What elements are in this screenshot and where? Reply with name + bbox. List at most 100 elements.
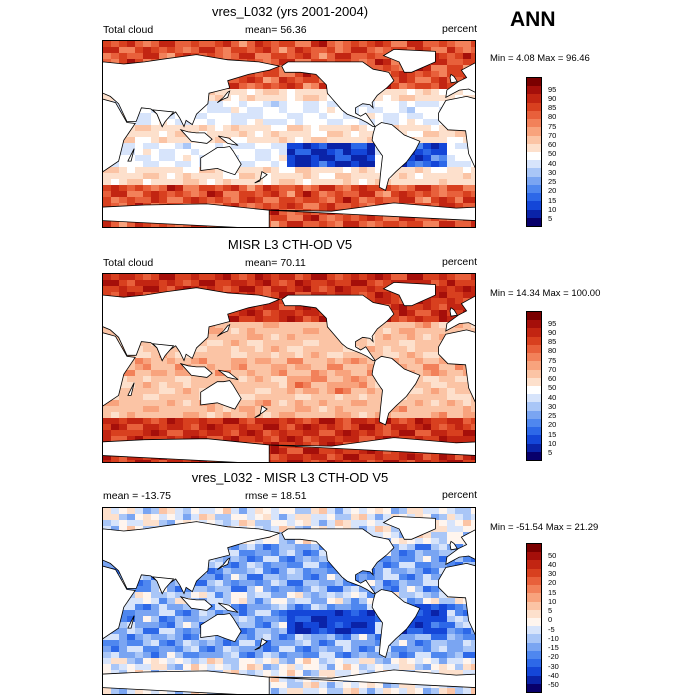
field-cell <box>367 59 376 66</box>
field-cell <box>191 167 200 174</box>
field-cell <box>391 334 400 341</box>
field-cell <box>175 610 184 617</box>
field-cell <box>471 520 475 527</box>
field-cell <box>231 382 240 389</box>
field-cell <box>223 520 232 527</box>
field-cell <box>327 280 336 287</box>
field-cell <box>287 424 296 431</box>
field-cell <box>255 310 264 317</box>
field-cell <box>127 376 136 383</box>
field-cell <box>455 280 464 287</box>
field-cell <box>215 47 224 54</box>
colorbar-box <box>527 127 541 136</box>
field-cell <box>239 424 248 431</box>
field-cell <box>383 101 392 108</box>
field-cell <box>391 688 400 694</box>
field-cell <box>319 376 328 383</box>
field-cell <box>263 191 272 198</box>
field-cell <box>279 514 288 521</box>
field-cell <box>471 185 475 192</box>
land-mask <box>103 515 475 694</box>
field-cell <box>255 119 264 126</box>
field-cell <box>303 304 312 311</box>
field-cell <box>223 346 232 353</box>
field-cell <box>319 107 328 114</box>
field-cell <box>111 646 120 653</box>
field-cell <box>455 197 464 204</box>
field-cell <box>471 292 475 299</box>
field-cell <box>271 197 280 204</box>
field-cell <box>335 286 344 293</box>
field-cell <box>455 406 464 413</box>
field-cell <box>247 119 256 126</box>
field-cell <box>223 574 232 581</box>
field-cell <box>439 562 448 569</box>
field-cell <box>431 646 440 653</box>
field-cell <box>263 352 272 359</box>
field-cell <box>287 544 296 551</box>
field-cell <box>255 328 264 335</box>
field-cell <box>191 634 200 641</box>
field-cell <box>295 95 304 102</box>
field-cell <box>375 191 384 198</box>
field-cell <box>343 155 352 162</box>
field-cell <box>471 161 475 168</box>
field-cell <box>471 89 475 96</box>
field-cell <box>303 394 312 401</box>
field-cell <box>127 598 136 605</box>
field-cell <box>215 179 224 186</box>
field-cell <box>439 616 448 623</box>
min-max-label: Min = -51.54 Max = 21.29 <box>490 522 599 533</box>
field-cell <box>311 592 320 599</box>
field-cell <box>231 610 240 617</box>
field-cell <box>199 227 208 228</box>
field-cell <box>103 658 112 665</box>
field-cell <box>103 179 112 186</box>
field-cell <box>439 454 448 461</box>
field-cell <box>431 658 440 665</box>
field-cell <box>247 622 256 629</box>
field-cell <box>239 322 248 329</box>
field-cell <box>175 418 184 425</box>
field-cell <box>463 41 472 48</box>
field-cell <box>159 652 168 659</box>
field-cell <box>303 460 312 462</box>
field-cell <box>367 430 376 437</box>
field-cell <box>447 304 456 311</box>
colorbar-tick-label: 10 <box>548 204 557 214</box>
field-cell <box>447 143 456 150</box>
field-cell <box>439 179 448 186</box>
field-cell <box>295 185 304 192</box>
field-cell <box>343 280 352 287</box>
field-cell <box>151 280 160 287</box>
field-cell <box>127 191 136 198</box>
field-cell <box>231 113 240 120</box>
field-cell <box>151 274 160 281</box>
field-cell <box>207 520 216 527</box>
field-cell <box>215 556 224 563</box>
field-cell <box>447 550 456 557</box>
field-cell <box>303 592 312 599</box>
field-cell <box>319 442 328 449</box>
field-cell <box>415 604 424 611</box>
field-cell <box>223 113 232 120</box>
colorbar-box <box>527 593 541 602</box>
field-cell <box>255 514 264 521</box>
field-cell <box>423 562 432 569</box>
field-cell <box>343 352 352 359</box>
field-cell <box>303 149 312 156</box>
field-cell <box>471 652 475 659</box>
field-cell <box>295 227 304 228</box>
field-cell <box>231 346 240 353</box>
field-cell <box>311 388 320 395</box>
field-cell <box>287 676 296 683</box>
field-cell <box>391 406 400 413</box>
field-cell <box>407 580 416 587</box>
field-cell <box>255 155 264 162</box>
field-cell <box>239 694 248 695</box>
field-cell <box>375 328 384 335</box>
field-cell <box>183 376 192 383</box>
coastline-madagascar <box>127 382 135 396</box>
field-cell <box>335 47 344 54</box>
field-cell <box>279 394 288 401</box>
